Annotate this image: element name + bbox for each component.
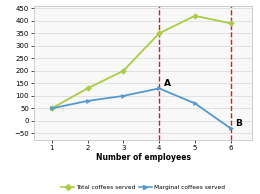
X-axis label: Number of employees: Number of employees	[95, 153, 191, 162]
Marginal coffees served	[229, 127, 232, 130]
Marginal coffees served	[50, 107, 53, 110]
Total coffees served	[86, 87, 89, 90]
Legend: Total coffees served, Marginal coffees served: Total coffees served, Marginal coffees s…	[59, 183, 227, 192]
Marginal coffees served	[158, 87, 161, 90]
Total coffees served	[193, 15, 197, 17]
Total coffees served	[229, 22, 232, 24]
Total coffees served	[50, 107, 53, 110]
Line: Marginal coffees served: Marginal coffees served	[50, 86, 233, 131]
Marginal coffees served	[86, 100, 89, 102]
Text: B: B	[235, 120, 242, 128]
Total coffees served	[158, 32, 161, 35]
Marginal coffees served	[193, 102, 197, 105]
Total coffees served	[122, 70, 125, 72]
Text: A: A	[164, 79, 171, 88]
Line: Total coffees served: Total coffees served	[50, 14, 233, 111]
Marginal coffees served	[122, 95, 125, 97]
